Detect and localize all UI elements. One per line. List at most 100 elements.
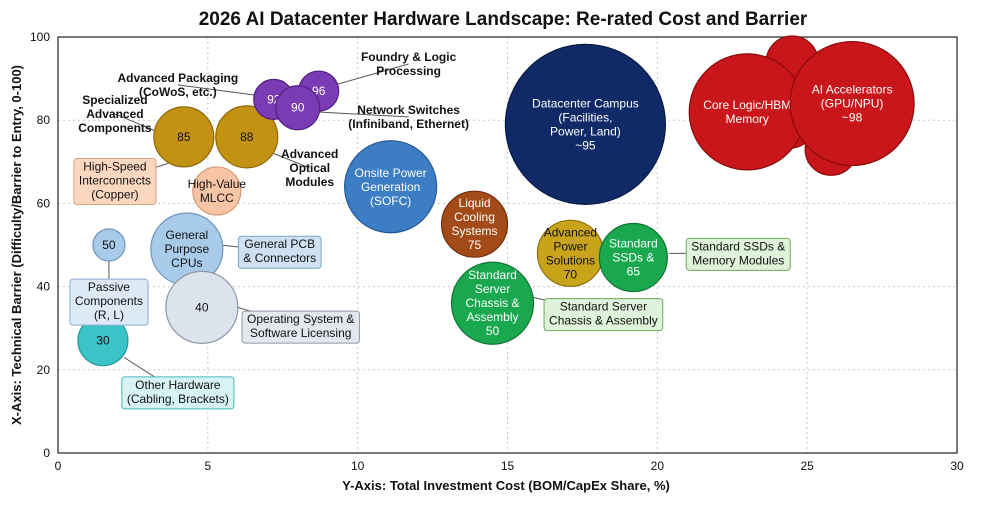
- bubble-label-line: (GPU/NPU): [821, 97, 884, 111]
- y-tick-label: 60: [37, 196, 51, 210]
- callout-text-line: Standard Server: [560, 300, 647, 314]
- bubble: 90: [275, 85, 321, 131]
- bubble-label-line: Advanced: [544, 225, 597, 239]
- bubble-circle: [504, 43, 667, 205]
- x-axis-label: Y-Axis: Total Investment Cost (BOM/CapEx…: [342, 478, 670, 493]
- bubble-label-line: 75: [468, 238, 482, 252]
- callout-box: [685, 237, 791, 271]
- bubble-circle: [153, 106, 215, 168]
- callout-text-line: (Copper): [91, 188, 138, 202]
- y-tick-label: 80: [37, 113, 51, 127]
- bubble-label-line: (Facilities,: [558, 110, 612, 124]
- callout-text-line: General PCB: [244, 237, 315, 251]
- callout-box: [121, 376, 235, 410]
- callout-text-line: Other Hardware: [135, 378, 221, 392]
- bubble-circle: [192, 166, 242, 216]
- callout-label: General PCB& Connectors: [237, 235, 322, 269]
- bubble: 85: [153, 106, 215, 168]
- callout-label: Network Switches(Infiniband, Ethernet): [348, 103, 469, 131]
- bubble-label-line: Chassis &: [466, 296, 520, 310]
- callout-text-line: Standard SSDs &: [691, 239, 785, 253]
- callout-text-line: Advanced: [281, 147, 338, 161]
- callout-label: Standard SSDs &Memory Modules: [685, 237, 791, 271]
- chart-title: 2026 AI Datacenter Hardware Landscape: R…: [199, 9, 808, 30]
- bubble-label-line: 50: [486, 324, 500, 338]
- callout-text-line: (Infiniband, Ethernet): [348, 117, 469, 131]
- bubble-label-line: Onsite Power: [355, 166, 427, 180]
- callout-text-line: & Connectors: [243, 251, 316, 265]
- bubble-label-line: 88: [240, 130, 254, 144]
- bubble-label-line: Standard: [468, 268, 517, 282]
- callout-text-line: Processing: [376, 64, 441, 78]
- bubble-label-line: Power, Land): [550, 124, 621, 138]
- bubble-label-line: AI Accelerators: [812, 83, 893, 97]
- bubble-label-line: Systems: [452, 224, 498, 238]
- bubble-label-line: CPUs: [171, 256, 202, 270]
- bubble-label-line: ~98: [842, 111, 863, 125]
- bubble-label-line: Cooling: [454, 210, 495, 224]
- x-tick-label: 5: [204, 459, 211, 473]
- callout-text-line: Specialized: [82, 93, 147, 107]
- callout-text-line: (CoWoS, etc.): [139, 85, 217, 99]
- callout-leader-line: [177, 84, 256, 96]
- bubble-label-line: 50: [102, 238, 116, 252]
- bubble-label-line: Datacenter Campus: [532, 96, 639, 110]
- bubble-circle: [344, 140, 438, 234]
- callout-box: [237, 235, 322, 269]
- axes: 0 5 10 15 20 25 30 0 20 40 60 80 100: [30, 30, 964, 473]
- bubble-label-line: 70: [564, 267, 578, 281]
- callout-box: [543, 298, 664, 332]
- x-tick-label: 20: [651, 459, 665, 473]
- callout-text-line: Components: [75, 294, 143, 308]
- bubble-label-line: Memory: [726, 112, 769, 126]
- bubble-label-line: Solutions: [546, 253, 595, 267]
- bubble-label-line: Server: [475, 282, 510, 296]
- callout-text-line: Modules: [285, 175, 334, 189]
- bubble-label-line: General: [166, 228, 209, 242]
- callout-text-line: Optical: [289, 161, 330, 175]
- bubble-label-line: SSDs &: [612, 250, 654, 264]
- bubble-circle: [92, 228, 126, 262]
- bubble-label-line: (SOFC): [370, 194, 411, 208]
- bubble-label-line: Standard: [609, 236, 658, 250]
- bubble: Datacenter Campus(Facilities,Power, Land…: [504, 43, 667, 205]
- bubble: 40: [165, 270, 239, 344]
- x-tick-label: 10: [351, 459, 365, 473]
- bubble-label-line: High-Value: [188, 177, 247, 191]
- bubble-label-line: Liquid: [459, 196, 491, 210]
- bubble-label-line: 90: [291, 101, 305, 115]
- callout-box: [69, 278, 149, 326]
- bubble-circle: [215, 105, 279, 169]
- y-tick-label: 100: [30, 30, 50, 44]
- bubble-label-line: 40: [195, 300, 209, 314]
- bubble-circle: [450, 261, 535, 345]
- bubble-circle: [165, 270, 239, 344]
- bubble-circle: [440, 190, 509, 258]
- callout-label: Advanced Packaging(CoWoS, etc.): [118, 71, 239, 99]
- callout-text-line: Memory Modules: [692, 253, 784, 267]
- callout-text-line: Components: [78, 121, 152, 135]
- bubble-circle: [275, 85, 321, 131]
- callout-text-line: Interconnects: [79, 174, 151, 188]
- bubble-label-line: 65: [627, 264, 641, 278]
- x-tick-label: 15: [501, 459, 515, 473]
- callout-label: Other Hardware(Cabling, Brackets): [121, 376, 235, 410]
- bubble: AI Accelerators(GPU/NPU)~98: [789, 40, 915, 167]
- bubble-label-line: Assembly: [467, 310, 519, 324]
- bubble-label-line: ~95: [575, 138, 596, 152]
- callout-text-line: Advanced Packaging: [118, 71, 239, 85]
- callout-box: [73, 158, 157, 206]
- callout-text-line: (R, L): [94, 308, 124, 322]
- y-tick-label: 0: [43, 446, 50, 460]
